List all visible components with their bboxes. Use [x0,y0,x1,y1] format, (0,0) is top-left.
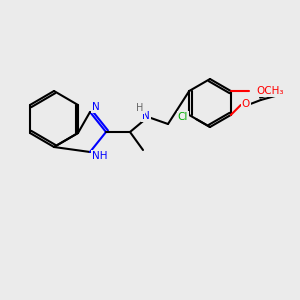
Text: Cl: Cl [178,112,188,122]
Text: OCH₃: OCH₃ [257,86,284,96]
Text: O: O [242,99,250,109]
Text: N: N [142,111,150,121]
Text: NH: NH [92,151,107,161]
Text: H: H [136,103,144,113]
Text: N: N [92,102,100,112]
